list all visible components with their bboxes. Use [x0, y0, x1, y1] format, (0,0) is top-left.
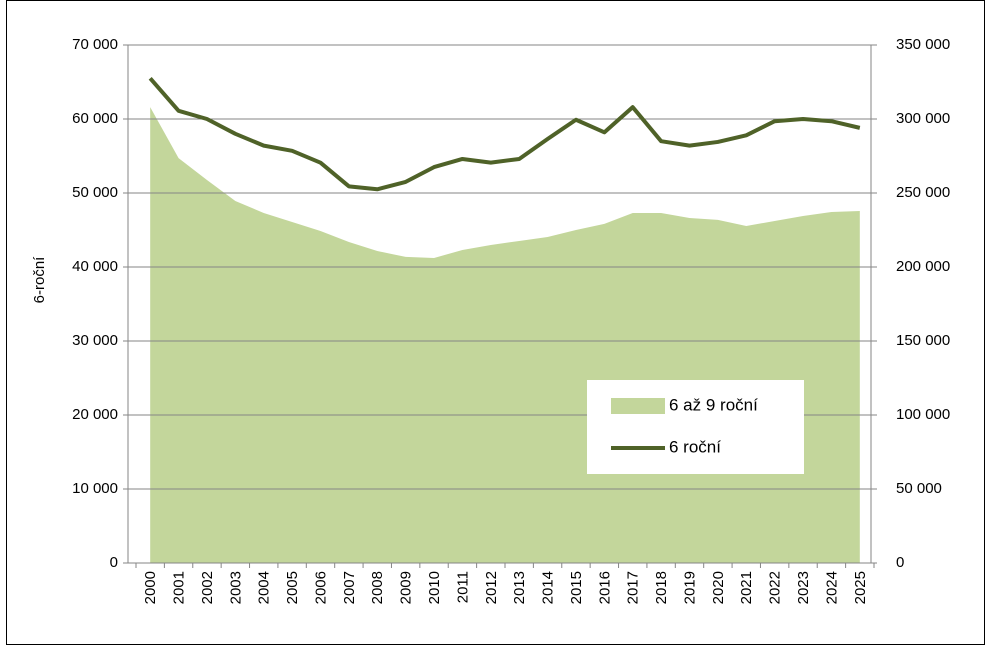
x-tick-label: 2019	[681, 571, 698, 604]
legend-label: 6 až 9 roční	[669, 395, 758, 414]
x-tick-label: 2000	[142, 571, 159, 604]
x-tick-label: 2024	[823, 571, 840, 604]
y-tick-label: 0	[110, 554, 118, 571]
y-tick-label: 20 000	[72, 406, 118, 423]
y2-tick-label: 250 000	[896, 184, 950, 201]
x-tick-label: 2008	[369, 571, 386, 604]
y2-tick-label: 0	[896, 554, 904, 571]
x-tick-label: 2020	[710, 571, 727, 604]
y-tick-label: 70 000	[72, 36, 118, 53]
x-tick-label: 2018	[653, 571, 670, 604]
y2-tick-label: 350 000	[896, 36, 950, 53]
x-tick-label: 2023	[795, 571, 812, 604]
x-tick-label: 2001	[171, 571, 188, 604]
x-tick-label: 2025	[852, 571, 869, 604]
x-tick-label: 2017	[625, 571, 642, 604]
x-tick-label: 2015	[568, 571, 585, 604]
x-tick-label: 2014	[540, 571, 557, 604]
legend-swatch	[611, 398, 665, 414]
y2-tick-label: 50 000	[896, 480, 942, 497]
x-tick-label: 2009	[398, 571, 415, 604]
y-tick-label: 10 000	[72, 480, 118, 497]
x-tick-label: 2002	[199, 571, 216, 604]
y-tick-label: 60 000	[72, 110, 118, 127]
x-tick-label: 2006	[312, 571, 329, 604]
x-tick-label: 2013	[511, 571, 528, 604]
x-tick-label: 2003	[227, 571, 244, 604]
y-tick-label: 40 000	[72, 258, 118, 275]
legend-box	[587, 380, 804, 474]
x-tick-label: 2005	[284, 571, 301, 604]
x-tick-label: 2011	[454, 571, 471, 603]
x-tick-label: 2004	[256, 571, 273, 604]
x-tick-label: 2021	[738, 571, 755, 604]
y-axis-label: 6-roční	[31, 256, 48, 304]
y-tick-label: 30 000	[72, 332, 118, 349]
y2-tick-label: 300 000	[896, 110, 950, 127]
y2-tick-label: 100 000	[896, 406, 950, 423]
y2-tick-label: 150 000	[896, 332, 950, 349]
x-tick-label: 2022	[767, 571, 784, 604]
y-tick-label: 50 000	[72, 184, 118, 201]
x-tick-label: 2007	[341, 571, 358, 604]
legend-label: 6 roční	[669, 437, 721, 456]
x-tick-label: 2016	[596, 571, 613, 604]
x-tick-label: 2012	[483, 571, 500, 604]
line	[148, 76, 861, 192]
x-tick-label: 2010	[426, 571, 443, 604]
y2-tick-label: 200 000	[896, 258, 950, 275]
